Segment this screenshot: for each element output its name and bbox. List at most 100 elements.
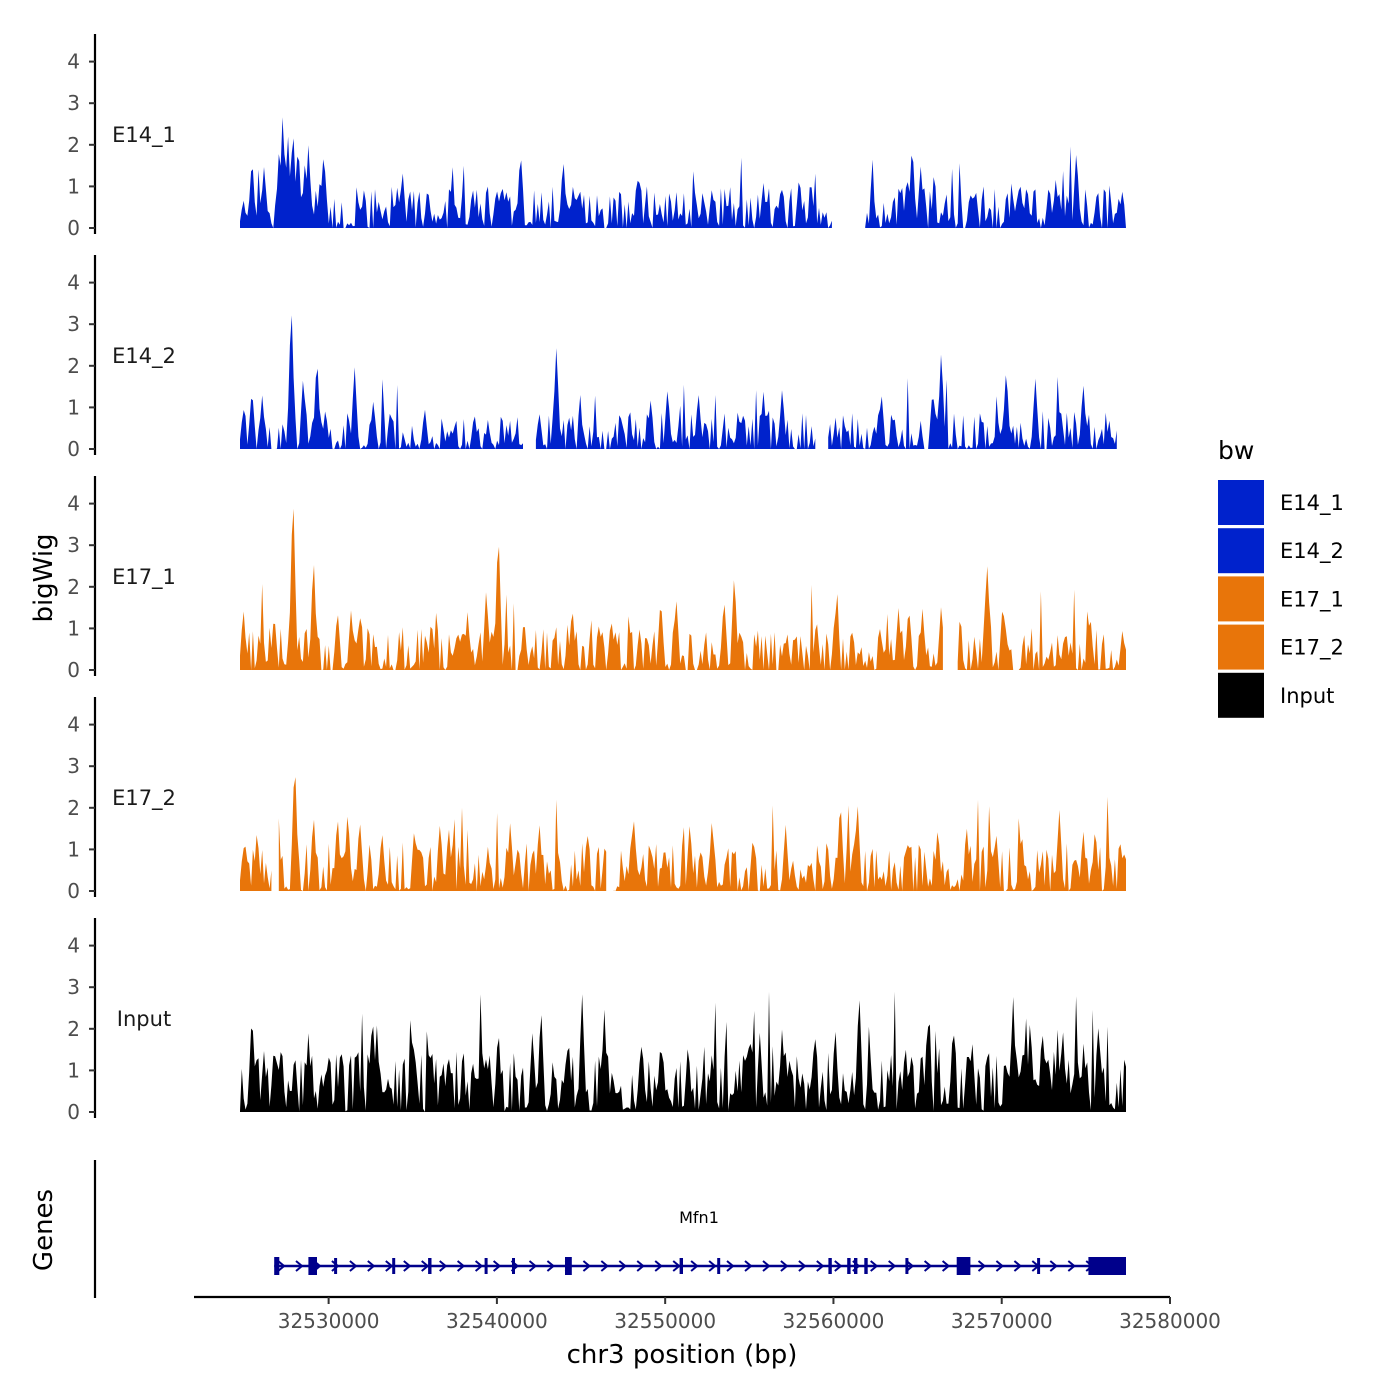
track-label-Input: Input <box>117 1007 171 1031</box>
exon-7 <box>512 1258 515 1274</box>
exon-17 <box>1037 1258 1041 1274</box>
strand-arrow <box>277 1260 286 1272</box>
legend-label-E17_2: E17_2 <box>1280 636 1344 661</box>
y-tick-label-E17_2-4: 4 <box>67 713 80 737</box>
signal-area-E14_1-0 <box>240 117 832 228</box>
legend-label-E14_2: E14_2 <box>1280 539 1344 564</box>
signal-area-E14_2-0 <box>240 315 523 449</box>
strand-arrow <box>798 1260 807 1272</box>
exon-4 <box>392 1258 396 1274</box>
exon-13 <box>854 1258 858 1274</box>
signal-area-E17_1-1 <box>957 566 1126 670</box>
strand-arrow <box>923 1260 933 1272</box>
x-tick-label-32550000: 32550000 <box>614 1309 716 1333</box>
strand-arrow <box>726 1260 735 1272</box>
strand-arrow <box>995 1260 1004 1272</box>
track-Input: 0 1 2 3 4 Input <box>67 918 1126 1124</box>
track-label-E14_1: E14_1 <box>112 123 176 148</box>
signal-area-E17_2-1 <box>278 777 607 891</box>
legend-swatch-E17_2 <box>1218 624 1264 670</box>
x-tick-label-32570000: 32570000 <box>951 1309 1053 1333</box>
signal-area-E14_1-1 <box>865 146 1126 228</box>
x-tick-label-32580000: 32580000 <box>1119 1309 1221 1333</box>
y-tick-label-E14_1-3: 3 <box>67 91 80 115</box>
track-E14_1: 0 1 2 3 4 E14_1 <box>67 34 1126 240</box>
exon-3 <box>334 1258 338 1274</box>
y-tick-label-Input-2: 2 <box>67 1017 80 1041</box>
strand-arrow <box>546 1260 555 1272</box>
gene-panel-title: Genes <box>29 1189 59 1271</box>
strand-arrow <box>905 1260 915 1272</box>
legend-label-E17_1: E17_1 <box>1280 587 1344 612</box>
track-label-E14_2: E14_2 <box>112 344 176 369</box>
y-tick-label-E17_2-3: 3 <box>67 754 80 778</box>
gene-panel: Mfn1 <box>93 1160 1126 1298</box>
strand-arrow <box>1067 1260 1076 1272</box>
exon-12 <box>847 1258 851 1274</box>
y-tick-label-Input-1: 1 <box>67 1058 80 1082</box>
strand-arrow <box>582 1260 591 1272</box>
y-tick-label-E17_1-3: 3 <box>67 533 80 557</box>
legend-label-Input: Input <box>1280 684 1334 708</box>
strand-arrow <box>403 1260 412 1272</box>
exon-16 <box>956 1257 971 1275</box>
y-tick-label-E14_1-2: 2 <box>67 133 80 157</box>
y-tick-label-E14_2-2: 2 <box>67 354 80 378</box>
strand-arrow <box>654 1260 663 1272</box>
y-tick-label-Input-0: 0 <box>67 1100 80 1124</box>
strand-arrow <box>367 1260 376 1272</box>
strand-arrow <box>870 1260 879 1272</box>
exon-5 <box>428 1258 432 1274</box>
x-tick-label-32540000: 32540000 <box>446 1309 548 1333</box>
signal-area-E17_2-0 <box>240 835 272 891</box>
signal-area-E17_2-2 <box>613 796 1126 891</box>
exon-2 <box>308 1257 317 1275</box>
legend: bw E14_1 E14_2 E17_1 E17_2 Input <box>1218 436 1344 718</box>
strand-arrow <box>780 1260 789 1272</box>
strand-arrow <box>834 1260 843 1272</box>
exon-1 <box>274 1257 280 1275</box>
y-tick-label-Input-3: 3 <box>67 975 80 999</box>
strand-arrow <box>636 1260 645 1272</box>
legend-swatch-E14_2 <box>1218 528 1264 574</box>
strand-arrow <box>708 1260 717 1272</box>
y-tick-label-E17_2-1: 1 <box>67 837 80 861</box>
strand-arrow <box>744 1260 753 1272</box>
strand-arrow <box>528 1260 538 1272</box>
strand-arrow <box>762 1260 771 1272</box>
track-label-E17_2: E17_2 <box>112 786 176 811</box>
strand-arrow <box>439 1260 448 1272</box>
signal-tracks: 0 1 2 3 4 E14_1 0 1 2 3 4 E14_2 0 1 2 3 4 E17_1 0 1 2 3 4 E17_2… <box>67 34 1126 1124</box>
signal-area-E14_2-1 <box>535 348 816 449</box>
strand-arrow <box>474 1260 484 1272</box>
x-tick-label-32560000: 32560000 <box>783 1309 885 1333</box>
y-tick-label-E14_2-1: 1 <box>67 395 80 419</box>
legend-title: bw <box>1218 436 1254 465</box>
exon-10 <box>717 1258 721 1274</box>
exon-8 <box>565 1257 572 1275</box>
y-tick-label-E14_2-4: 4 <box>67 271 80 295</box>
y-tick-label-E14_1-1: 1 <box>67 174 80 198</box>
x-tick-label-32530000: 32530000 <box>278 1309 380 1333</box>
strand-arrow <box>816 1260 825 1272</box>
signal-area-Input-0 <box>240 991 1126 1112</box>
y-tick-label-E14_2-0: 0 <box>67 437 80 461</box>
signal-area-E17_1-0 <box>240 508 943 670</box>
strand-arrow <box>888 1260 897 1272</box>
y-tick-label-E17_1-0: 0 <box>67 658 80 682</box>
strand-arrow <box>941 1260 951 1272</box>
exon-9 <box>679 1258 683 1274</box>
y-tick-label-E17_2-2: 2 <box>67 796 80 820</box>
exon-11 <box>828 1258 832 1274</box>
legend-swatch-E17_1 <box>1218 576 1264 622</box>
legend-swatch-E14_1 <box>1218 480 1264 525</box>
strand-arrow <box>618 1260 627 1272</box>
y-tick-label-Input-4: 4 <box>67 934 80 958</box>
signal-area-E14_2-2 <box>828 354 1117 449</box>
strand-arrow <box>456 1260 466 1272</box>
legend-label-E14_1: E14_1 <box>1280 491 1344 516</box>
gene-name-label: Mfn1 <box>679 1208 719 1227</box>
strand-arrow <box>977 1260 987 1272</box>
legend-swatch-Input <box>1218 672 1264 718</box>
